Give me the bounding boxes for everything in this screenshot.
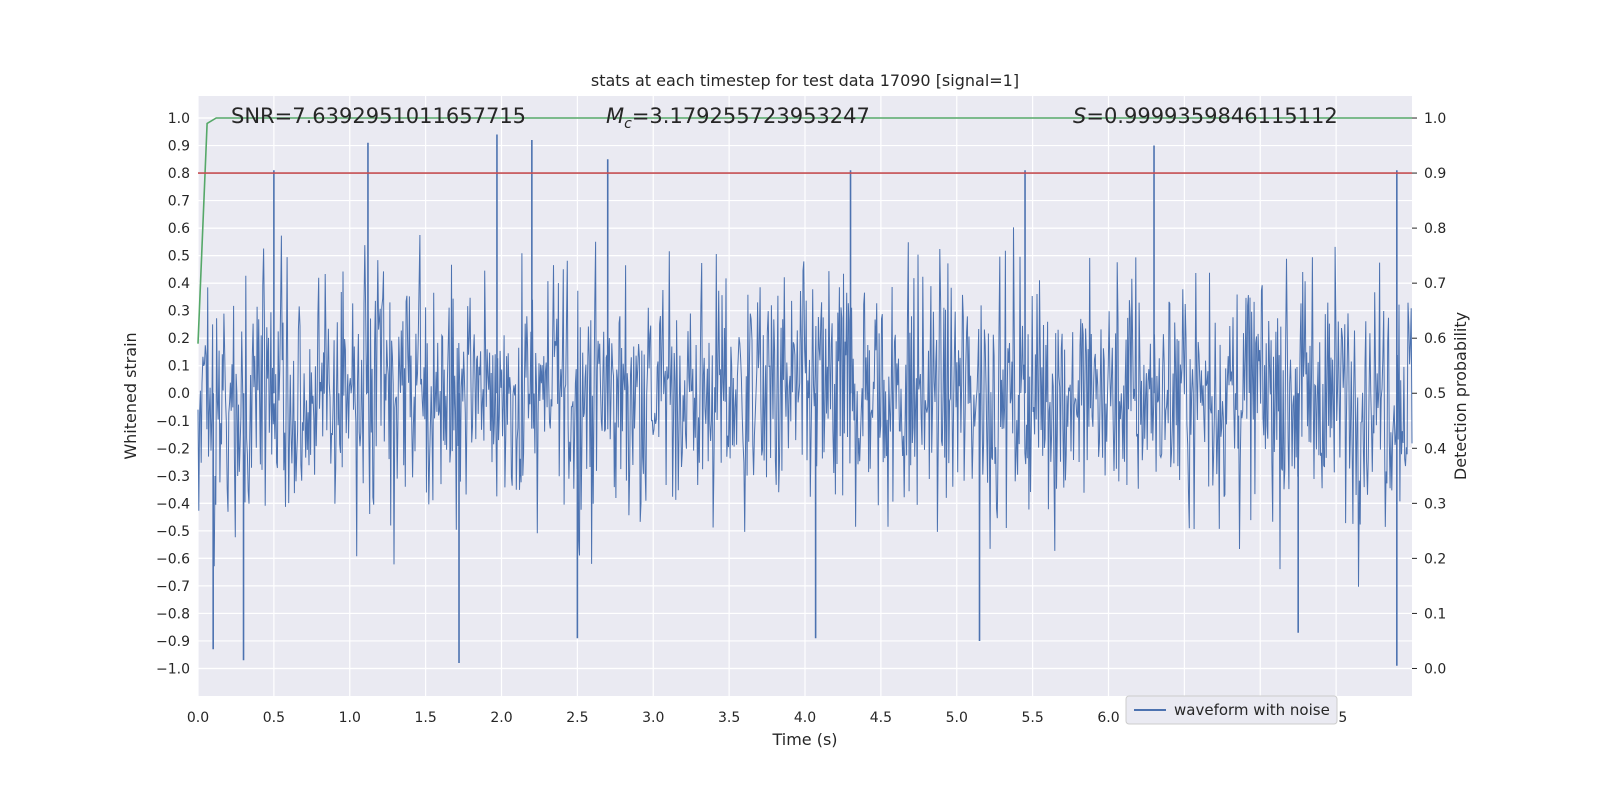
right-tick-label: 0.2 — [1424, 551, 1446, 567]
y-tick-label: 0.4 — [168, 276, 190, 292]
x-tick-label: 5.0 — [946, 710, 968, 726]
x-tick-label: 2.0 — [490, 710, 512, 726]
y-tick-label: 0.0 — [168, 386, 190, 402]
score-annotation: S=0.9999359846115112 — [1073, 104, 1338, 128]
snr-annotation: SNR=7.6392951011657715 — [231, 104, 526, 128]
y-tick-label: 0.3 — [168, 304, 190, 320]
x-tick-label: 4.5 — [870, 710, 892, 726]
right-tick-label: 0.1 — [1424, 606, 1446, 622]
y-tick-label: −0.1 — [156, 414, 190, 430]
x-tick-label: 1.5 — [414, 710, 436, 726]
x-tick-label: 3.5 — [718, 710, 740, 726]
y-tick-label: 0.8 — [168, 166, 190, 182]
waveform-line — [197, 227, 1413, 587]
y-tick-label: −0.9 — [156, 634, 190, 650]
x-tick-label: 4.0 — [794, 710, 816, 726]
x-tick-label: 2.5 — [566, 710, 588, 726]
y-tick-label: −0.5 — [156, 524, 190, 540]
y-tick-label: 0.2 — [168, 331, 190, 347]
legend-label-waveform: waveform with noise — [1174, 701, 1330, 719]
y-axis-label: Whitened strain — [121, 332, 140, 459]
probability-series — [197, 117, 1412, 344]
right-tick-label: 0.5 — [1424, 386, 1446, 402]
y-tick-label: 0.9 — [168, 139, 190, 155]
y-tick-label: −1.0 — [156, 661, 190, 677]
y-axis-ticks: 1.0 0.9 0.8 0.7 0.6 0.5 0.4 0.3 0.2 0.1 0.0 −0.1 −0.… — [156, 111, 190, 677]
chirp-mass-symbol: M — [606, 104, 624, 128]
x-tick-label: 0.5 — [263, 710, 285, 726]
x-tick-label: 0.0 — [187, 710, 209, 726]
y-tick-label: −0.8 — [156, 606, 190, 622]
right-tick-label: 0.3 — [1424, 496, 1446, 512]
right-tick-label: 1.0 — [1424, 111, 1446, 127]
score-value: =0.9999359846115112 — [1086, 104, 1337, 128]
y-tick-label: 0.1 — [168, 359, 190, 375]
right-axis-ticks: 1.0 0.9 0.8 0.7 0.6 0.5 0.4 0.3 0.2 0.1 0.0 — [1412, 111, 1446, 677]
x-tick-label: 6.0 — [1097, 710, 1119, 726]
legend: waveform with noise — [1125, 695, 1338, 725]
y-tick-label: −0.7 — [156, 579, 190, 595]
right-tick-label: 0.7 — [1424, 276, 1446, 292]
chirp-mass-subscript: c — [624, 116, 632, 132]
x-tick-label: 3.0 — [642, 710, 664, 726]
right-tick-label: 0.0 — [1424, 661, 1446, 677]
score-symbol: S — [1073, 104, 1086, 128]
right-tick-label: 0.9 — [1424, 166, 1446, 182]
y-tick-label: 0.5 — [168, 249, 190, 265]
waveform-series — [197, 134, 1413, 666]
right-tick-label: 0.8 — [1424, 221, 1446, 237]
y-tick-label: −0.2 — [156, 441, 190, 457]
legend-box — [1125, 695, 1338, 725]
y-tick-label: −0.3 — [156, 469, 190, 485]
right-axis-label: Detection probability — [1451, 312, 1470, 480]
detection-probability-line — [197, 117, 1412, 344]
y-tick-label: 0.7 — [168, 194, 190, 210]
y-tick-label: 1.0 — [168, 111, 190, 127]
x-tick-label: 5.5 — [1021, 710, 1043, 726]
chart-title: stats at each timestep for test data 170… — [591, 71, 1019, 90]
chirp-mass-value: =3.179255723953247 — [632, 104, 870, 128]
y-tick-label: 0.6 — [168, 221, 190, 237]
y-tick-label: −0.6 — [156, 551, 190, 567]
x-axis-label: Time (s) — [771, 730, 837, 749]
y-tick-label: −0.4 — [156, 496, 190, 512]
chirp-mass-annotation: Mc=3.179255723953247 — [606, 104, 870, 132]
x-tick-label: 1.0 — [339, 710, 361, 726]
right-tick-label: 0.6 — [1424, 331, 1446, 347]
right-tick-label: 0.4 — [1424, 441, 1446, 457]
